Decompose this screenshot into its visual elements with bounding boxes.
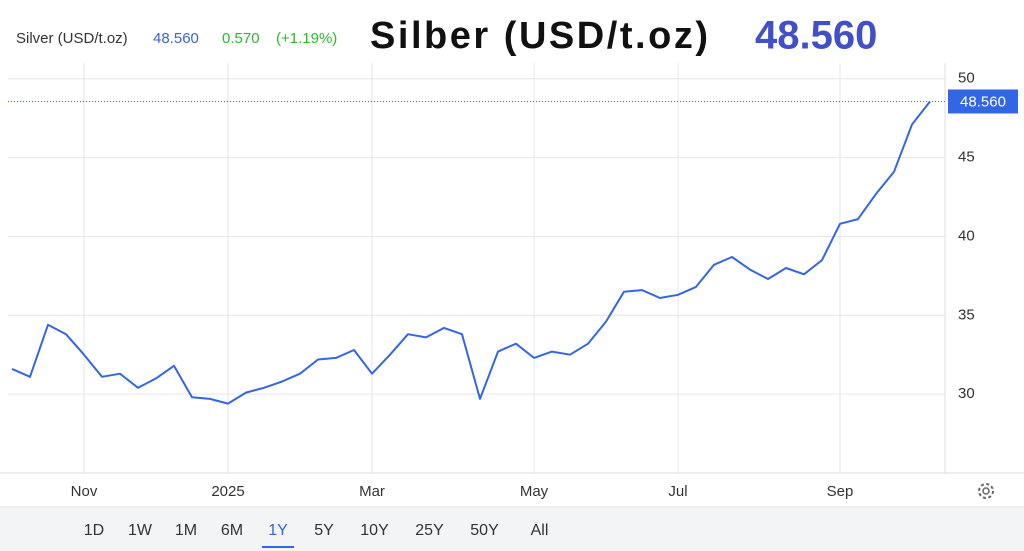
range-button[interactable]: 6M — [221, 522, 243, 539]
range-bar — [0, 508, 1024, 551]
range-button[interactable]: 1D — [84, 522, 104, 539]
range-button[interactable]: 10Y — [360, 522, 389, 539]
y-tick-label: 45 — [958, 149, 975, 166]
range-button[interactable]: 1W — [128, 522, 153, 539]
last-price-label: 48.560 — [960, 93, 1006, 110]
range-button[interactable]: 1Y — [268, 522, 288, 539]
price-line — [11, 100, 931, 405]
y-tick-label: 50 — [958, 70, 975, 87]
range-button[interactable]: All — [531, 522, 549, 539]
x-tick-label: Mar — [359, 483, 385, 500]
x-tick-label: Nov — [71, 483, 98, 500]
y-tick-label: 40 — [958, 227, 975, 244]
big-price: 48.560 — [755, 14, 877, 58]
settings-icon[interactable] — [978, 483, 994, 499]
x-tick-label: Jul — [668, 483, 687, 500]
change: 0.570 — [222, 30, 260, 47]
range-button[interactable]: 1M — [175, 522, 197, 539]
change-percent: (+1.19%) — [276, 30, 337, 47]
range-button[interactable]: 5Y — [314, 522, 334, 539]
y-tick-label: 30 — [958, 385, 975, 402]
x-tick-label: May — [520, 483, 549, 500]
last-price-box — [948, 89, 1018, 114]
chart-title: Silber (USD/t.oz) — [370, 15, 708, 57]
x-tick-label: Sep — [827, 483, 854, 500]
symbol: Silver (USD/t.oz) — [16, 30, 128, 47]
y-tick-label: 35 — [958, 306, 975, 323]
price: 48.560 — [153, 30, 199, 47]
range-button[interactable]: 25Y — [415, 522, 444, 539]
x-tick-label: 2025 — [211, 483, 244, 500]
range-button[interactable]: 50Y — [470, 522, 499, 539]
